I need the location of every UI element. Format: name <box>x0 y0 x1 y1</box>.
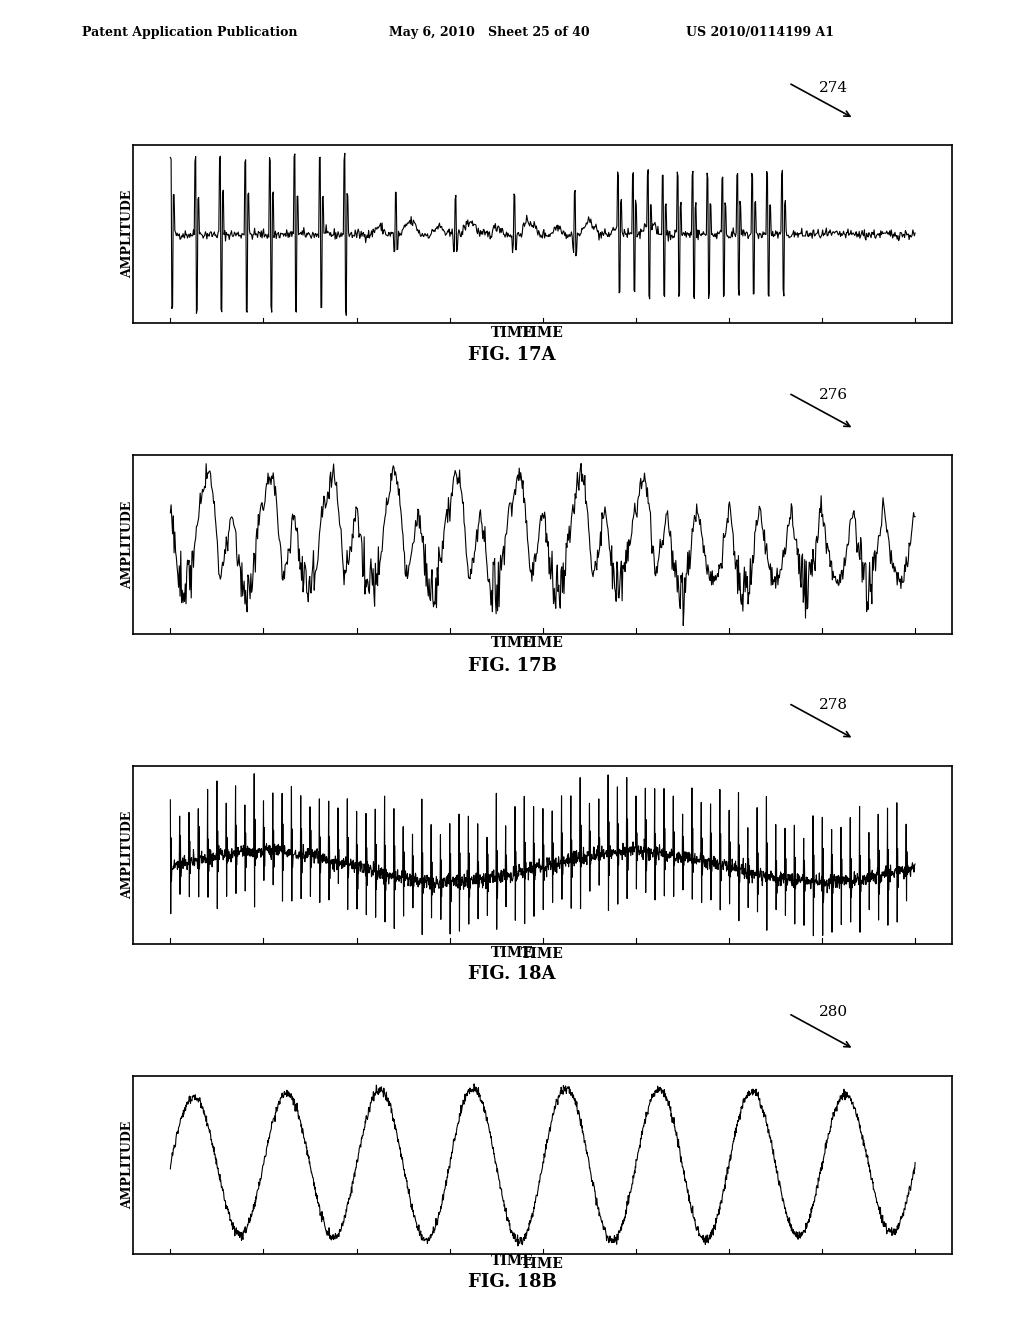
Text: 280: 280 <box>819 1006 848 1019</box>
Text: 276: 276 <box>819 388 848 401</box>
Text: 274: 274 <box>819 82 848 95</box>
Y-axis label: AMPLITUDE: AMPLITUDE <box>121 190 134 279</box>
Text: FIG. 17B: FIG. 17B <box>468 656 556 675</box>
Y-axis label: AMPLITUDE: AMPLITUDE <box>121 810 134 899</box>
Text: TIME: TIME <box>490 946 534 960</box>
Text: FIG. 18A: FIG. 18A <box>468 965 556 983</box>
Text: FIG. 17A: FIG. 17A <box>468 346 556 364</box>
X-axis label: TIME: TIME <box>521 636 564 651</box>
Text: TIME: TIME <box>490 326 534 339</box>
Y-axis label: AMPLITUDE: AMPLITUDE <box>121 1121 134 1209</box>
Text: US 2010/0114199 A1: US 2010/0114199 A1 <box>686 25 835 38</box>
X-axis label: TIME: TIME <box>521 946 564 961</box>
Text: FIG. 18B: FIG. 18B <box>468 1272 556 1291</box>
X-axis label: TIME: TIME <box>521 1257 564 1271</box>
Text: May 6, 2010   Sheet 25 of 40: May 6, 2010 Sheet 25 of 40 <box>389 25 590 38</box>
Text: TIME: TIME <box>490 636 534 649</box>
Text: TIME: TIME <box>490 1254 534 1267</box>
Text: Patent Application Publication: Patent Application Publication <box>82 25 297 38</box>
Text: 278: 278 <box>819 698 848 711</box>
X-axis label: TIME: TIME <box>521 326 564 341</box>
Y-axis label: AMPLITUDE: AMPLITUDE <box>121 500 134 589</box>
